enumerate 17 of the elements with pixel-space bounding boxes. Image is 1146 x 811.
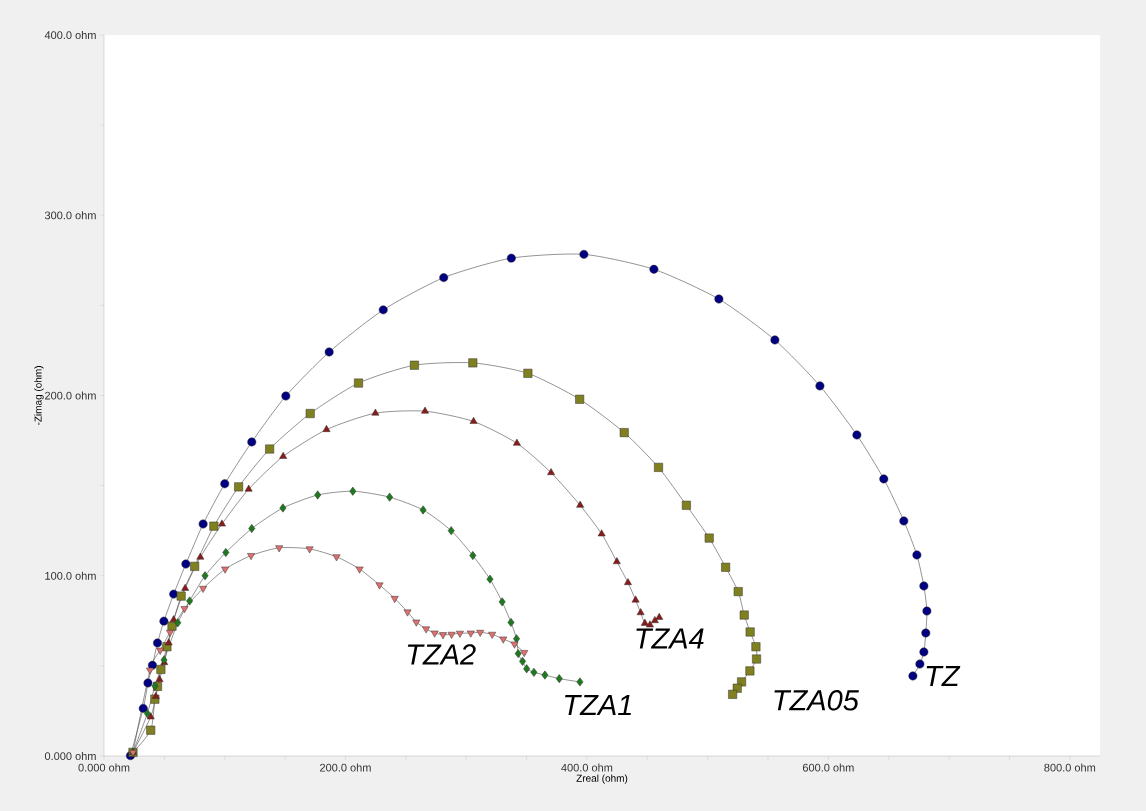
y-tick-label: 200.0 ohm [45,391,96,400]
x-tick-label: 800.0 ohm [1044,763,1096,772]
y-tick-label: 400.0 ohm [44,30,96,40]
series-label: TZA1 [565,695,631,716]
y-tick-label: 100.0 ohm [45,571,96,580]
x-tick-label: 200.0 ohm [320,763,371,772]
x-axis-title: Zreal (ohm) [576,774,628,784]
series-label: TZ [926,665,961,686]
y-tick-label: 0.000 ohm [44,751,96,761]
series-label: TZA05 [774,690,859,711]
series-label: TZA2 [407,644,476,665]
y-axis-title: -Zimag (ohm) [34,366,44,426]
series-label: TZA4 [636,628,704,649]
y-tick-label: 300.0 ohm [44,211,96,220]
x-tick-label: 0.000 ohm [78,763,130,772]
x-tick-label: 400.0 ohm [561,763,613,772]
x-tick-label: 600.0 ohm [802,763,854,772]
